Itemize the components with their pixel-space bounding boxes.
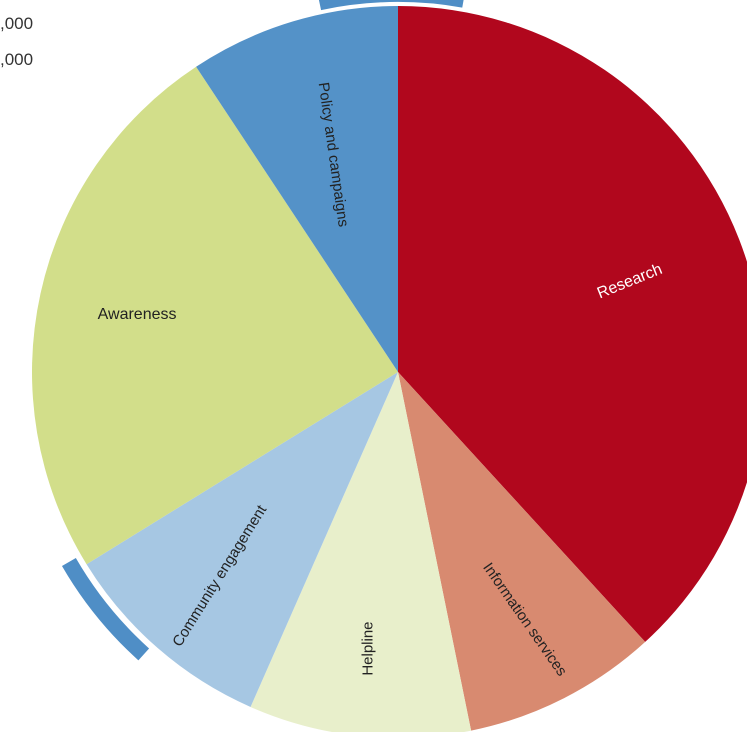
pie-slice-research: [398, 6, 747, 642]
pie-slice-policy-and-campaigns: [196, 6, 398, 372]
slice-label-helpline: Helpline: [359, 621, 376, 675]
slice-label-awareness: Awareness: [98, 306, 177, 323]
pie-slice-information-services: [398, 372, 646, 731]
ring-arc-bottom-left: [61, 557, 150, 661]
pie-slice-helpline: [250, 372, 472, 732]
pie-slice-community-engagement: [86, 372, 399, 707]
legend-text-1: ,000: [0, 14, 34, 33]
ring-arc-top: [318, 0, 464, 11]
legend-text-2: ,000: [0, 50, 34, 69]
pie-slice-awareness: [31, 66, 399, 565]
